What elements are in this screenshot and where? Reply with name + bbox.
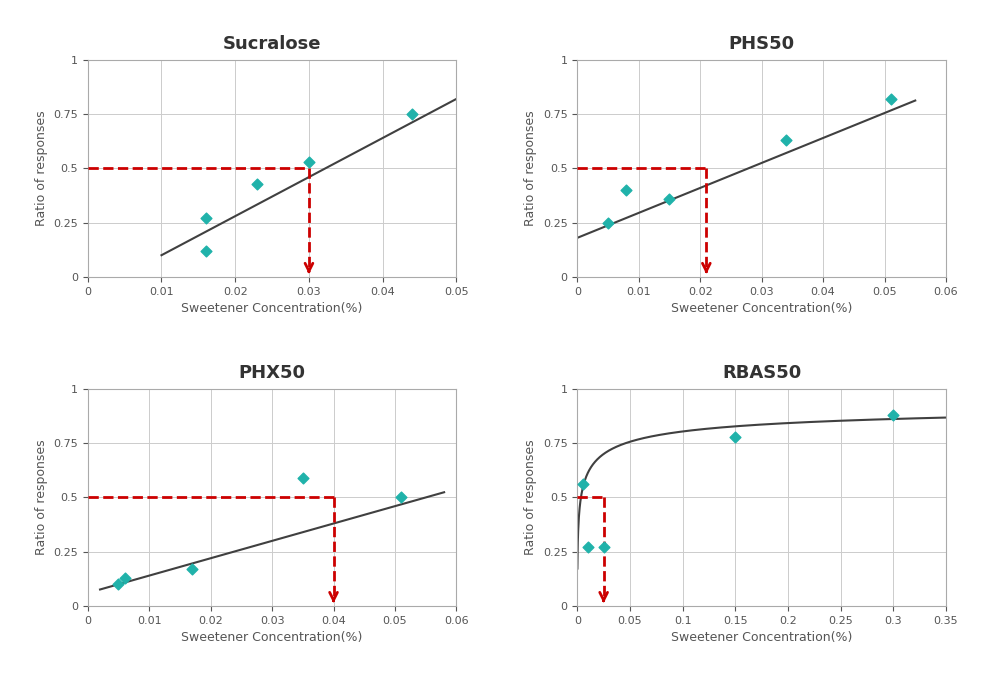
Y-axis label: Ratio of responses: Ratio of responses [35,111,48,226]
Point [198,213,213,224]
Point [580,542,596,553]
Y-axis label: Ratio of responses: Ratio of responses [35,439,48,555]
Point [116,572,132,583]
Point [198,245,213,256]
Point [727,431,743,442]
Point [404,109,420,120]
Title: PHS50: PHS50 [729,35,794,53]
Point [110,579,126,590]
Point [393,492,409,503]
Point [575,479,591,490]
Point [661,194,677,204]
X-axis label: Sweetener Concentration(%): Sweetener Concentration(%) [671,631,852,644]
Title: Sucralose: Sucralose [222,35,322,53]
X-axis label: Sweetener Concentration(%): Sweetener Concentration(%) [182,302,362,315]
Point [886,409,902,420]
Point [600,217,616,228]
Point [301,156,317,167]
Point [249,178,265,189]
Point [295,473,311,483]
Point [779,134,794,145]
Title: RBAS50: RBAS50 [722,364,801,382]
X-axis label: Sweetener Concentration(%): Sweetener Concentration(%) [671,302,852,315]
Point [883,94,899,105]
Title: PHX50: PHX50 [238,364,306,382]
Point [619,185,635,196]
X-axis label: Sweetener Concentration(%): Sweetener Concentration(%) [182,631,362,644]
Y-axis label: Ratio of responses: Ratio of responses [524,439,537,555]
Point [185,564,201,574]
Y-axis label: Ratio of responses: Ratio of responses [524,111,537,226]
Point [596,542,612,553]
